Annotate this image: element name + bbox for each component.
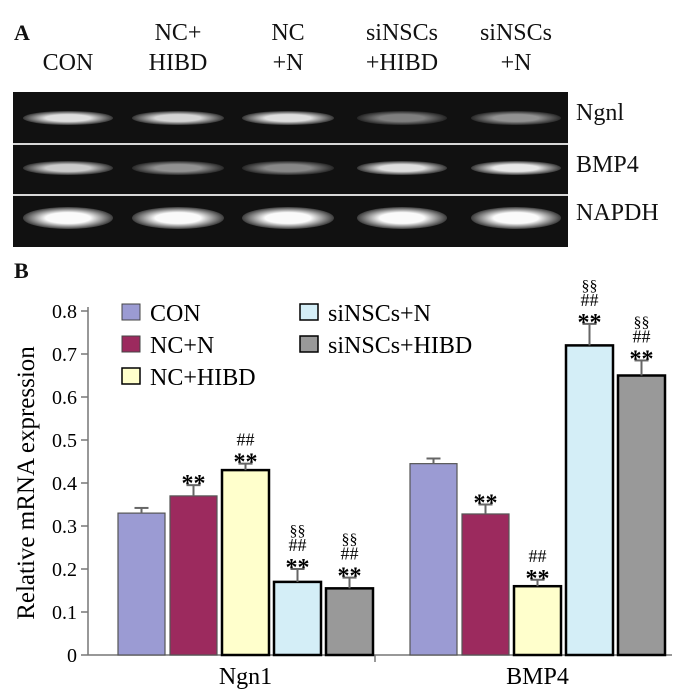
legend-label: NC+N bbox=[150, 333, 214, 359]
lane-label: CON bbox=[42, 50, 94, 76]
bar bbox=[616, 374, 667, 657]
bar bbox=[220, 468, 271, 657]
legend-label: siNSCs+N bbox=[328, 301, 431, 327]
legend-label: siNSCs+HIBD bbox=[328, 333, 472, 359]
gel-band bbox=[471, 161, 561, 175]
gel-band bbox=[242, 111, 334, 125]
gel-band bbox=[357, 111, 447, 125]
lane-label: siNSCs +HIBD bbox=[365, 20, 439, 76]
bar bbox=[409, 463, 458, 656]
bar bbox=[461, 513, 510, 656]
significance-mark: ** bbox=[474, 491, 498, 517]
y-tick-label: 0.6 bbox=[52, 387, 77, 409]
panel-b-label: B bbox=[14, 258, 29, 283]
y-tick-label: 0.5 bbox=[52, 430, 77, 452]
y-tick-label: 0 bbox=[67, 645, 77, 667]
significance-mark: ** bbox=[234, 450, 258, 476]
significance-mark: ** bbox=[630, 346, 654, 372]
y-tick-label: 0.1 bbox=[52, 602, 77, 624]
gel-band bbox=[23, 161, 113, 175]
legend-swatch bbox=[121, 303, 141, 321]
gel-band bbox=[132, 161, 224, 175]
significance-mark: ## bbox=[529, 546, 547, 566]
significance-mark: ** bbox=[182, 471, 206, 497]
significance-mark: ## bbox=[581, 290, 599, 310]
gene-row-label: BMP4 bbox=[576, 152, 639, 178]
lane-label: siNSCs +N bbox=[479, 20, 553, 76]
significance-mark: §§ bbox=[342, 532, 358, 549]
gene-row-label: NAPDH bbox=[576, 200, 659, 226]
y-tick-label: 0.8 bbox=[52, 301, 77, 323]
gel-band bbox=[471, 207, 561, 229]
bar bbox=[324, 587, 375, 657]
significance-mark: ** bbox=[578, 310, 602, 336]
legend-label: CON bbox=[150, 301, 201, 327]
gel-band bbox=[471, 111, 561, 125]
significance-mark: §§ bbox=[634, 314, 650, 331]
significance-mark: ## bbox=[633, 326, 651, 346]
lane-label: NC +N bbox=[271, 20, 305, 76]
significance-mark: ## bbox=[341, 544, 359, 564]
legend-label: NC+HIBD bbox=[150, 365, 256, 391]
gel-band bbox=[242, 207, 334, 229]
y-axis-label: Relative mRNA expression bbox=[13, 346, 40, 620]
bar bbox=[512, 584, 563, 657]
gel-band bbox=[357, 207, 447, 229]
significance-mark: ** bbox=[286, 555, 310, 581]
significance-mark: ** bbox=[338, 564, 362, 590]
y-tick-label: 0.3 bbox=[52, 516, 77, 538]
bar bbox=[117, 512, 166, 656]
lane-label: NC+ HIBD bbox=[148, 20, 208, 76]
gene-row-label: Ngnl bbox=[576, 100, 624, 126]
gel-row-divider bbox=[13, 143, 568, 145]
gel-band bbox=[357, 161, 447, 175]
legend-swatch bbox=[121, 335, 141, 353]
significance-mark: §§ bbox=[290, 523, 306, 540]
bar bbox=[564, 344, 615, 657]
bar bbox=[272, 580, 323, 657]
legend-swatch bbox=[299, 303, 319, 321]
y-tick-label: 0.4 bbox=[52, 473, 77, 495]
significance-mark: §§ bbox=[582, 278, 598, 295]
gel-band bbox=[242, 161, 334, 175]
panel-a-label: A bbox=[14, 20, 30, 45]
gel-band bbox=[132, 207, 224, 229]
bar bbox=[169, 495, 218, 656]
gel-band bbox=[23, 207, 113, 229]
y-tick-label: 0.2 bbox=[52, 559, 77, 581]
significance-mark: ## bbox=[237, 430, 255, 450]
x-category-label: BMP4 bbox=[506, 664, 569, 690]
gel-band bbox=[23, 111, 113, 125]
gel-band bbox=[132, 111, 224, 125]
legend-swatch bbox=[299, 335, 319, 353]
significance-mark: ## bbox=[289, 535, 307, 555]
x-category-label: Ngn1 bbox=[219, 664, 272, 690]
significance-mark: ** bbox=[526, 566, 550, 592]
y-tick-label: 0.7 bbox=[52, 344, 77, 366]
legend-swatch bbox=[121, 367, 141, 385]
gel-row-divider bbox=[13, 194, 568, 196]
